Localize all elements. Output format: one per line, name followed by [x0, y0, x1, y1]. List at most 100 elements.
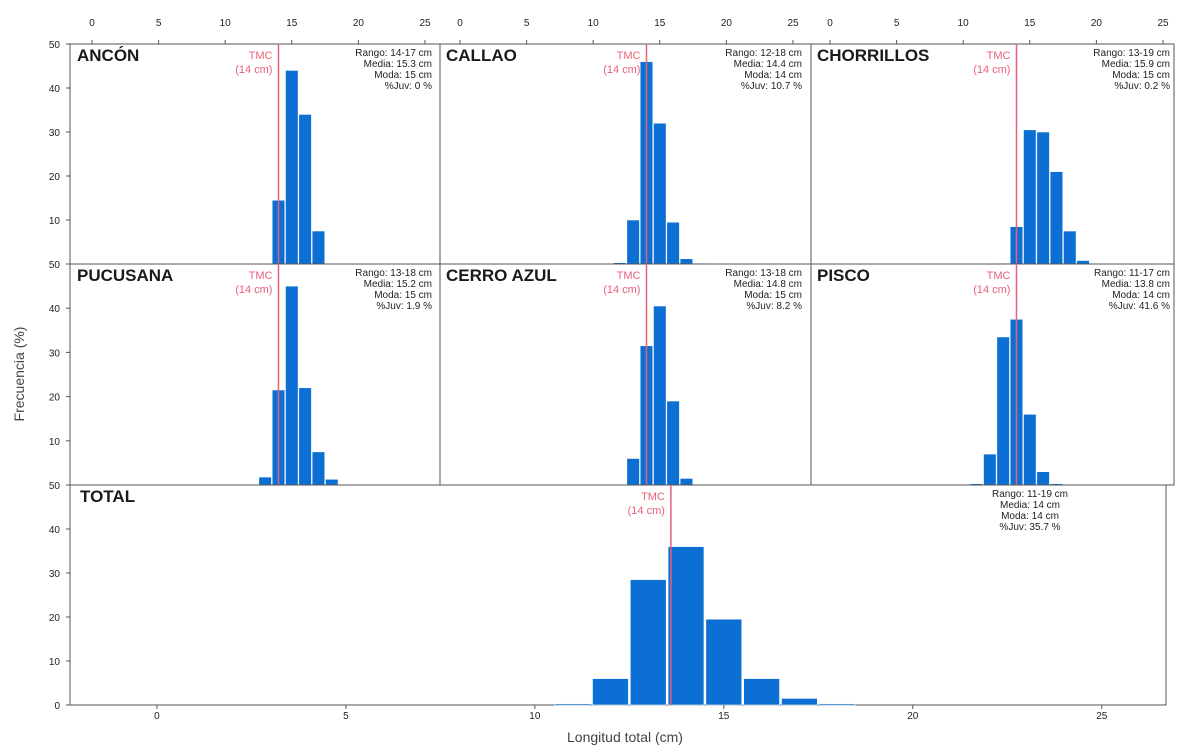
histogram-bar [1036, 471, 1050, 486]
tmc-label: TMC [987, 50, 1011, 62]
x-tick-label: 15 [654, 18, 666, 29]
stats-line: Media: 15.2 cm [364, 279, 432, 290]
panel-title: TOTAL [80, 487, 135, 506]
tmc-label: TMC [249, 50, 273, 62]
tmc-label: TMC [641, 491, 665, 503]
histogram-bar [1076, 260, 1090, 265]
stats-line: Moda: 14 cm [1112, 290, 1170, 301]
y-axis-label: Frecuencia (%) [11, 327, 27, 422]
panel-title: ANCÓN [77, 46, 139, 65]
x-tick-label: 25 [419, 18, 431, 29]
histogram-bar [629, 579, 667, 706]
histogram-bar [554, 703, 591, 706]
stats-line: Moda: 15 cm [1112, 70, 1170, 81]
histogram-bar [781, 698, 818, 706]
x-tick-label: 20 [721, 18, 733, 29]
x-tick-label: 0 [457, 18, 463, 29]
tmc-label-value: (14 cm) [603, 284, 640, 296]
histogram-bar [705, 618, 743, 706]
stats-line: Media: 14.8 cm [734, 279, 802, 290]
y-tick-label: 50 [49, 40, 61, 51]
stats-line: %Juv: 1.9 % [376, 301, 432, 312]
panel-5: TMC (14 cm) CERRO AZUL Rango: 13-18 cmMedia… [439, 263, 812, 486]
stats-line: Rango: 13-19 cm [1093, 48, 1170, 59]
tmc-label: TMC [617, 50, 641, 62]
tmc-label-value: (14 cm) [235, 64, 272, 76]
histogram-bar [666, 400, 680, 486]
panel-3: TMC (14 cm) CHORRILLOS Rango: 13-19 cmMedia… [810, 18, 1175, 265]
x-tick-label: 20 [907, 711, 919, 722]
histogram-bar [311, 451, 326, 486]
stats-line: %Juv: 41.6 % [1109, 301, 1170, 312]
histogram-bar [983, 453, 997, 486]
y-tick-label: 20 [49, 172, 61, 183]
y-tick-label: 40 [49, 84, 61, 95]
stats-line: Media: 14.4 cm [734, 59, 802, 70]
y-tick-label: 50 [49, 481, 61, 492]
x-tick-label: 15 [286, 18, 298, 29]
stats-line: Moda: 15 cm [374, 70, 432, 81]
x-tick-label: 10 [220, 18, 232, 29]
stats-line: Rango: 11-19 cm [992, 489, 1068, 500]
histogram-bar [996, 336, 1010, 486]
x-tick-label: 0 [827, 18, 833, 29]
y-tick-label: 0 [54, 701, 60, 712]
panel-title: PUCUSANA [77, 266, 173, 285]
stats-line: Media: 15.3 cm [364, 59, 432, 70]
stats-line: Media: 13.8 cm [1102, 279, 1170, 290]
stats-line: Moda: 14 cm [1001, 511, 1059, 522]
stats-line: %Juv: 8.2 % [746, 301, 802, 312]
stats-line: Rango: 11-17 cm [1094, 268, 1170, 279]
y-tick-label: 10 [49, 437, 61, 448]
x-tick-label: 0 [89, 18, 95, 29]
x-tick-label: 5 [343, 711, 349, 722]
histogram-bar [667, 546, 705, 706]
x-tick-label: 5 [894, 18, 900, 29]
histogram-bar [653, 305, 667, 486]
x-tick-label: 5 [524, 18, 530, 29]
histogram-bar [679, 478, 694, 486]
x-tick-label: 10 [958, 18, 970, 29]
y-tick-label: 40 [49, 304, 61, 315]
x-tick-label: 10 [588, 18, 600, 29]
histogram-bar [743, 678, 780, 706]
histogram-bar [666, 221, 680, 265]
panel-title: PISCO [817, 266, 870, 285]
stats-line: Media: 14 cm [1000, 500, 1060, 511]
x-tick-label: 5 [156, 18, 162, 29]
y-tick-label: 10 [49, 657, 61, 668]
tmc-label-value: (14 cm) [628, 505, 665, 517]
stats-line: Moda: 15 cm [744, 290, 802, 301]
stats-line: Moda: 14 cm [744, 70, 802, 81]
x-tick-label: 20 [353, 18, 365, 29]
histogram-bar [1023, 413, 1037, 486]
panel-4: TMC (14 cm) PUCUSANA Rango: 13-18 cmMedia: … [49, 260, 441, 486]
x-tick-label: 0 [154, 711, 160, 722]
stats-line: %Juv: 10.7 % [741, 81, 802, 92]
panel-title: CHORRILLOS [817, 46, 929, 65]
stats-line: %Juv: 0.2 % [1114, 81, 1170, 92]
tmc-label-value: (14 cm) [603, 64, 640, 76]
y-tick-label: 20 [49, 393, 61, 404]
tmc-label-value: (14 cm) [973, 64, 1010, 76]
x-tick-label: 25 [1157, 18, 1169, 29]
y-tick-label: 30 [49, 348, 61, 359]
x-tick-label: 15 [718, 711, 730, 722]
y-tick-label: 40 [49, 525, 61, 536]
histogram-bar [1049, 171, 1064, 265]
y-tick-label: 20 [49, 613, 61, 624]
stats-line: Rango: 14-17 cm [355, 48, 432, 59]
histogram-bar [285, 70, 299, 265]
tmc-label: TMC [987, 270, 1011, 282]
x-tick-label: 25 [1096, 711, 1108, 722]
histogram-bar [626, 219, 640, 265]
panel-title: CALLAO [446, 46, 517, 65]
stats-line: Moda: 15 cm [374, 290, 432, 301]
y-tick-label: 10 [49, 216, 61, 227]
histogram-bar [258, 476, 272, 486]
